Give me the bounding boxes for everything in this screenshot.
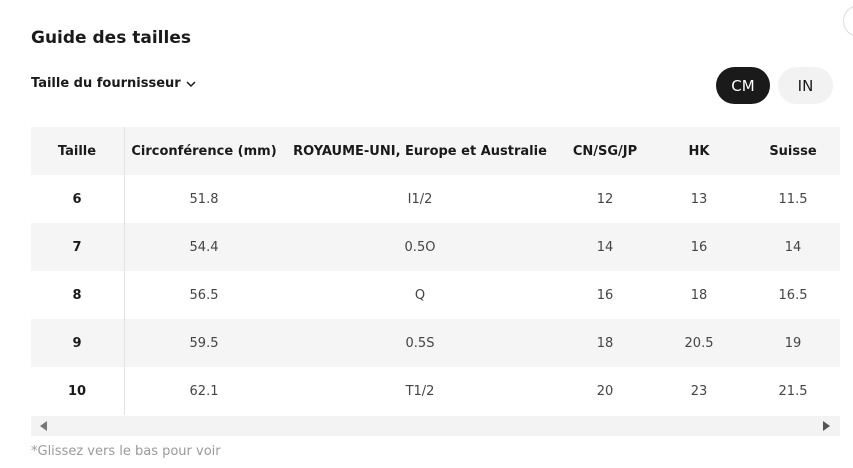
chevron — [186, 80, 196, 87]
table-row: 10 62.1 T1/2 20 23 21.5 — [31, 367, 840, 415]
table-row: 9 59.5 0.5S 18 20.5 19 — [31, 319, 840, 367]
column-header: Circonférence (mm) — [131, 143, 277, 159]
title: Guide des tailles — [31, 28, 191, 48]
table-cell: 12 — [596, 191, 614, 207]
table-row: 7 54.4 0.5O 14 16 14 — [31, 223, 840, 271]
scroll-arrows — [40, 421, 830, 431]
selector-label: Taille du fournisseur — [31, 76, 181, 91]
table-cell: 14 — [784, 239, 802, 255]
column-header: ROYAUME-UNI, Europe et Australie — [293, 143, 547, 159]
column-header: Taille — [57, 143, 97, 159]
column-divider — [124, 127, 125, 415]
size-cell: 7 — [72, 239, 82, 255]
table-cell: 56.5 — [189, 287, 219, 303]
table-row: 6 51.8 I1/2 12 13 11.5 — [31, 175, 840, 223]
table-cell: 54.4 — [189, 239, 219, 255]
table-cell: 16 — [596, 287, 614, 303]
size-table: Taille Circonférence (mm) ROYAUME-UNI, Eur… — [31, 127, 840, 415]
unit-cm[interactable]: CM — [716, 67, 770, 104]
table-cell: 21.5 — [778, 383, 808, 399]
table-cell: Q — [414, 287, 426, 303]
table-row: 8 56.5 Q 16 18 16.5 — [31, 271, 840, 319]
unit-in[interactable]: IN — [778, 67, 833, 104]
table-cell: 16 — [690, 239, 708, 255]
size-cell: 9 — [72, 335, 82, 351]
table-cell: 13 — [690, 191, 708, 207]
table-cell: 51.8 — [189, 191, 219, 207]
table-cell: 62.1 — [189, 383, 219, 399]
table-cell: 14 — [596, 239, 614, 255]
table-cell: 20 — [596, 383, 614, 399]
corner-button[interactable] — [843, 5, 853, 37]
table-cell: 20.5 — [684, 335, 714, 351]
size-selector[interactable]: Taille du fournisseur — [31, 76, 197, 91]
table-cell: 59.5 — [189, 335, 219, 351]
column-header: CN/SG/JP — [572, 143, 638, 159]
scrollbar[interactable] — [31, 416, 840, 436]
size-cell: 6 — [72, 191, 82, 207]
size-cell: 8 — [72, 287, 82, 303]
table-cell: 23 — [690, 383, 708, 399]
table-cell: 18 — [596, 335, 614, 351]
table-cell: T1/2 — [405, 383, 435, 399]
table-cell: 11.5 — [778, 191, 808, 207]
size-cell: 10 — [67, 383, 87, 399]
table-cell: 18 — [690, 287, 708, 303]
header-row: Taille Circonférence (mm) ROYAUME-UNI, Eur… — [31, 127, 840, 175]
table-cell: 19 — [784, 335, 802, 351]
table-cell: 16.5 — [778, 287, 808, 303]
column-header: Suisse — [769, 143, 817, 159]
table-cell: I1/2 — [407, 191, 433, 207]
table-cell: 0.5O — [404, 239, 436, 255]
column-header: HK — [688, 143, 710, 159]
footnote: *Glissez vers le bas pour voir — [31, 444, 221, 459]
table-cell: 0.5S — [405, 335, 435, 351]
